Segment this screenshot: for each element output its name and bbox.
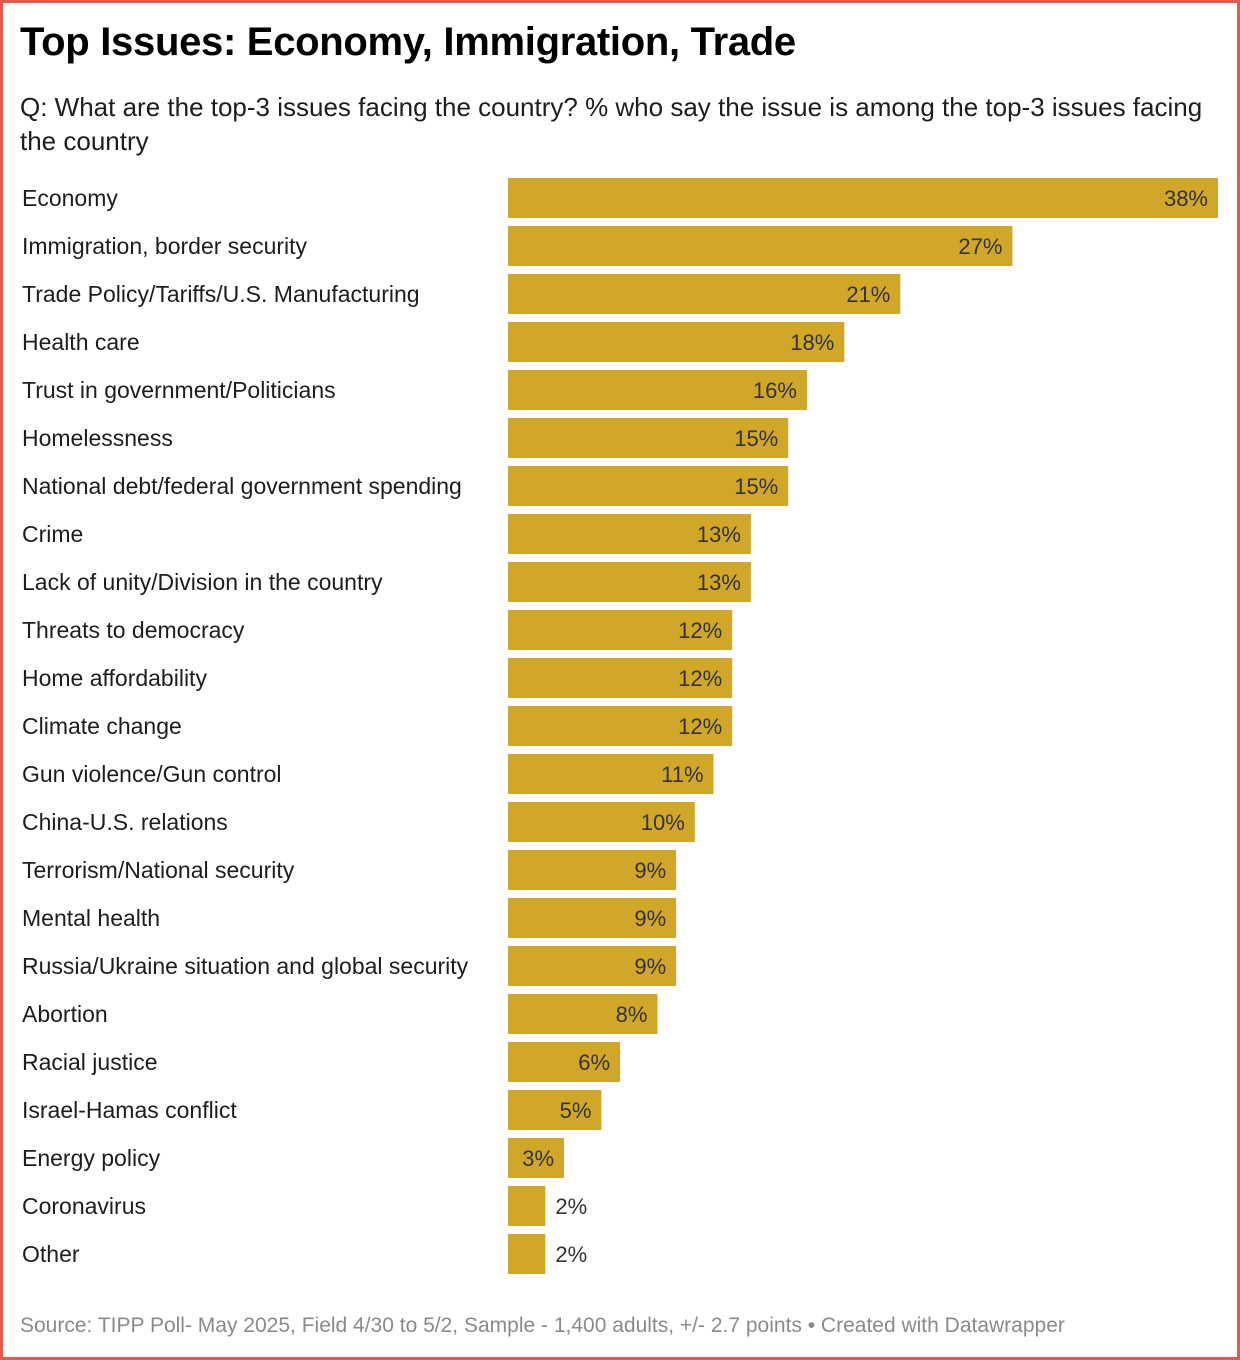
chart-title: Top Issues: Economy, Immigration, Trade xyxy=(20,20,796,64)
value-label: 12% xyxy=(678,666,722,691)
category-label: Trust in government/Politicians xyxy=(22,377,336,403)
value-label: 3% xyxy=(522,1146,554,1171)
bar-row: Racial justice 6% xyxy=(22,1042,621,1082)
category-label: Israel-Hamas conflict xyxy=(22,1097,237,1123)
bar-row: Homelessness 15% xyxy=(22,418,789,458)
category-label: Threats to democracy xyxy=(22,617,245,643)
bar-row: National debt/federal government spendin… xyxy=(22,466,789,506)
category-label: National debt/federal government spendin… xyxy=(22,473,462,499)
bar-chart: Economy 38% Immigration, border security 27… xyxy=(22,178,1218,1274)
bar-row: Other 2% xyxy=(22,1234,587,1274)
bar-row: Russia/Ukraine situation and global secu… xyxy=(22,946,677,986)
bar-row: Immigration, border security 27% xyxy=(22,226,1013,266)
bar xyxy=(508,754,714,794)
value-label: 5% xyxy=(560,1098,592,1123)
value-label: 12% xyxy=(678,714,722,739)
value-label: 38% xyxy=(1164,186,1208,211)
bar-row: Trade Policy/Tariffs/U.S. Manufacturing 2… xyxy=(22,274,901,314)
value-label: 9% xyxy=(634,858,666,883)
category-label: Terrorism/National security xyxy=(22,857,295,883)
bar-row: Economy 38% xyxy=(22,178,1218,218)
category-label: China-U.S. relations xyxy=(22,809,228,835)
bar-row: Lack of unity/Division in the country 13% xyxy=(22,562,751,602)
value-label: 12% xyxy=(678,618,722,643)
category-label: Racial justice xyxy=(22,1049,158,1075)
value-label: 16% xyxy=(753,378,797,403)
category-label: Gun violence/Gun control xyxy=(22,761,282,787)
category-label: Energy policy xyxy=(22,1145,161,1171)
bar xyxy=(508,322,845,362)
category-label: Abortion xyxy=(22,1001,108,1027)
bar xyxy=(508,850,677,890)
category-label: Other xyxy=(22,1241,80,1267)
bar xyxy=(508,418,789,458)
category-label: Coronavirus xyxy=(22,1193,146,1219)
bar-row: Energy policy 3% xyxy=(22,1138,565,1178)
category-label: Mental health xyxy=(22,905,160,931)
category-label: Crime xyxy=(22,521,83,547)
bar-row: Trust in government/Politicians 16% xyxy=(22,370,807,410)
bar-row: Climate change 12% xyxy=(22,706,733,746)
value-label: 6% xyxy=(578,1050,610,1075)
category-label: Trade Policy/Tariffs/U.S. Manufacturing xyxy=(22,281,420,307)
value-label: 18% xyxy=(790,330,834,355)
value-label: 2% xyxy=(555,1242,587,1267)
bar xyxy=(508,946,677,986)
bar xyxy=(508,274,901,314)
category-label: Health care xyxy=(22,329,140,355)
bar-row: Coronavirus 2% xyxy=(22,1186,587,1226)
bar xyxy=(508,706,733,746)
value-label: 10% xyxy=(641,810,685,835)
value-label: 13% xyxy=(697,522,741,547)
bar-row: Gun violence/Gun control 11% xyxy=(22,754,714,794)
bar xyxy=(508,370,807,410)
bar-row: Terrorism/National security 9% xyxy=(22,850,677,890)
source-footer: Source: TIPP Poll- May 2025, Field 4/30 … xyxy=(20,1314,1065,1337)
bar xyxy=(508,658,733,698)
bar xyxy=(508,1090,602,1130)
value-label: 15% xyxy=(734,426,778,451)
value-label: 21% xyxy=(846,282,890,307)
bar-row: Mental health 9% xyxy=(22,898,677,938)
value-label: 9% xyxy=(634,906,666,931)
category-label: Russia/Ukraine situation and global secu… xyxy=(22,953,469,979)
bar-row: Health care 18% xyxy=(22,322,845,362)
value-label: 9% xyxy=(634,954,666,979)
value-label: 27% xyxy=(958,234,1002,259)
bar xyxy=(508,802,695,842)
bar xyxy=(508,610,733,650)
chart-subtitle: Q: What are the top-3 issues facing the … xyxy=(20,92,1203,156)
value-label: 13% xyxy=(697,570,741,595)
bar-row: Israel-Hamas conflict 5% xyxy=(22,1090,602,1130)
value-label: 11% xyxy=(661,762,703,787)
bar-row: Threats to democracy 12% xyxy=(22,610,733,650)
bar xyxy=(508,1186,546,1226)
bar xyxy=(508,1042,621,1082)
bar xyxy=(508,466,789,506)
category-label: Lack of unity/Division in the country xyxy=(22,569,383,595)
bar xyxy=(508,994,658,1034)
category-label: Immigration, border security xyxy=(22,233,308,259)
bar-row: Crime 13% xyxy=(22,514,751,554)
bar xyxy=(508,898,677,938)
bar-row: Abortion 8% xyxy=(22,994,658,1034)
value-label: 8% xyxy=(616,1002,648,1027)
category-label: Home affordability xyxy=(22,665,207,691)
bar xyxy=(508,1138,565,1178)
value-label: 15% xyxy=(734,474,778,499)
category-label: Economy xyxy=(22,185,118,211)
category-label: Climate change xyxy=(22,713,182,739)
bar xyxy=(508,178,1218,218)
category-label: Homelessness xyxy=(22,425,173,451)
value-label: 2% xyxy=(555,1194,587,1219)
bar xyxy=(508,226,1013,266)
bar xyxy=(508,514,751,554)
bar xyxy=(508,1234,546,1274)
bar-row: Home affordability 12% xyxy=(22,658,733,698)
bar-row: China-U.S. relations 10% xyxy=(22,802,695,842)
bar xyxy=(508,562,751,602)
